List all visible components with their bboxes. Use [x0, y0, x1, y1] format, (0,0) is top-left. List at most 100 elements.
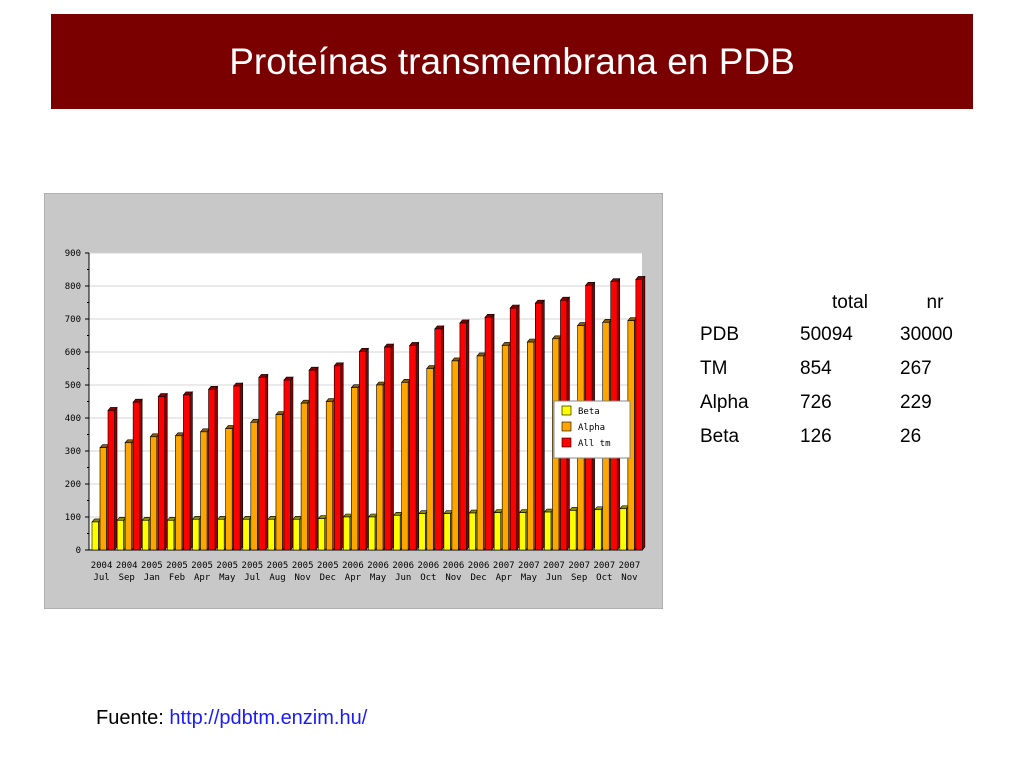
table-cell: 726 [800, 392, 832, 413]
bar-side [415, 341, 419, 551]
x-tick-label-month: Feb [169, 573, 185, 583]
x-tick-label-year: 2004 [91, 561, 113, 571]
table-cell: 26 [900, 426, 922, 447]
bar-all-tm [333, 365, 342, 551]
bar-alpha [376, 384, 384, 551]
bar-side [466, 319, 470, 551]
table-row: PDB 50094 30000 [700, 318, 970, 352]
bar-alpha [124, 442, 132, 551]
bar-alpha [175, 435, 183, 551]
x-tick-label-year: 2007 [619, 561, 641, 571]
bar-all-tm [459, 322, 467, 551]
x-tick-label-year: 2006 [417, 561, 439, 571]
bar-side [541, 299, 545, 551]
bar-all-tm [434, 328, 442, 551]
bar-beta [443, 513, 451, 551]
x-tick-label-month: Jun [395, 573, 411, 583]
y-tick-label: 0 [76, 546, 81, 556]
y-tick-label: 500 [65, 381, 81, 391]
x-tick-label-year: 2006 [367, 561, 389, 571]
bar-all-tm [208, 388, 216, 551]
table-row: TM 854 267 [700, 352, 970, 386]
table-cell: 854 [800, 358, 832, 379]
x-tick-label-year: 2005 [317, 561, 339, 571]
bar-alpha [351, 387, 359, 551]
source-link[interactable]: http://pdbtm.enzim.hu/ [169, 707, 368, 729]
bar-all-tm [132, 401, 140, 551]
x-tick-label-month: Aug [269, 573, 285, 583]
x-tick-label-month: Apr [194, 573, 211, 583]
bar-beta [116, 519, 124, 551]
table-cell: 50094 [800, 324, 853, 345]
bar-all-tm [157, 396, 166, 551]
bar-alpha [275, 414, 283, 551]
bar-side [340, 362, 344, 551]
bar-all-tm [283, 379, 291, 551]
bar-alpha [426, 368, 434, 551]
bar-side [390, 343, 394, 551]
bar-all-tm [183, 394, 191, 551]
bar-side [440, 325, 445, 551]
x-tick-label-month: Oct [420, 573, 436, 583]
bar-side [265, 373, 269, 551]
x-tick-label-year: 2007 [518, 561, 540, 571]
table-cell: PDB [700, 324, 740, 345]
chart-panel: 0 100 200 300 400 500 600 700 800 900 2004 Jul 2004 S… [44, 193, 663, 609]
bar-beta [519, 512, 527, 551]
slide-title: Proteínas transmembrana en PDB [229, 40, 795, 82]
x-tick-label-year: 2007 [543, 561, 565, 571]
bar-side [516, 304, 520, 551]
table-header-cell: nr [926, 292, 944, 313]
bar-alpha [527, 341, 535, 551]
x-tick-label-month: Apr [345, 573, 362, 583]
bar-side [189, 391, 193, 551]
x-tick-label-month: May [370, 573, 387, 583]
table-header-row: total nr [700, 288, 970, 318]
bar-beta [343, 516, 351, 551]
bar-side [139, 398, 143, 551]
bar-beta [393, 515, 401, 551]
bar-all-tm [233, 385, 241, 551]
source-label: Fuente: [96, 707, 164, 729]
table-cell: 126 [800, 426, 832, 447]
y-tick-label: 600 [65, 348, 81, 358]
bar-beta [569, 510, 577, 551]
bar-all-tm [535, 302, 543, 551]
bar-alpha [451, 360, 459, 551]
y-tick-label: 100 [65, 513, 81, 523]
x-tick-label-month: Sep [571, 573, 587, 583]
bar-beta [192, 519, 200, 551]
bar-alpha [149, 436, 158, 551]
bar-beta [217, 519, 225, 551]
bar-beta [468, 512, 476, 551]
x-tick-label-year: 2005 [141, 561, 163, 571]
x-tick-label-year: 2006 [342, 561, 364, 571]
x-tick-label-month: May [219, 573, 236, 583]
bar-beta [141, 519, 150, 551]
bar-side [290, 376, 294, 551]
x-tick-label-month: Jan [144, 573, 160, 583]
x-tick-label-month: Jul [244, 573, 260, 583]
x-tick-label-year: 2005 [216, 561, 238, 571]
legend-label: Beta [578, 407, 600, 417]
bar-all-tm [484, 317, 492, 551]
bar-alpha [225, 428, 233, 551]
x-tick-label-year: 2005 [191, 561, 213, 571]
table-header-cell [700, 288, 800, 318]
bar-side [239, 382, 243, 551]
x-tick-label-month: Nov [295, 573, 311, 583]
bar-beta [242, 519, 250, 551]
table-cell: TM [700, 358, 728, 379]
y-tick-label: 200 [65, 480, 81, 490]
bar-beta [91, 521, 99, 551]
x-tick-label-month: Dec [470, 573, 486, 583]
table-cell: Beta [700, 426, 740, 447]
bar-beta [418, 513, 426, 551]
x-tick-label-year: 2007 [568, 561, 590, 571]
bar-alpha [401, 382, 409, 551]
x-tick-label-month: Nov [445, 573, 461, 583]
bar-beta [493, 512, 501, 551]
legend-swatch [561, 421, 572, 432]
bar-alpha [200, 431, 208, 551]
x-tick-label-month: Jun [546, 573, 562, 583]
